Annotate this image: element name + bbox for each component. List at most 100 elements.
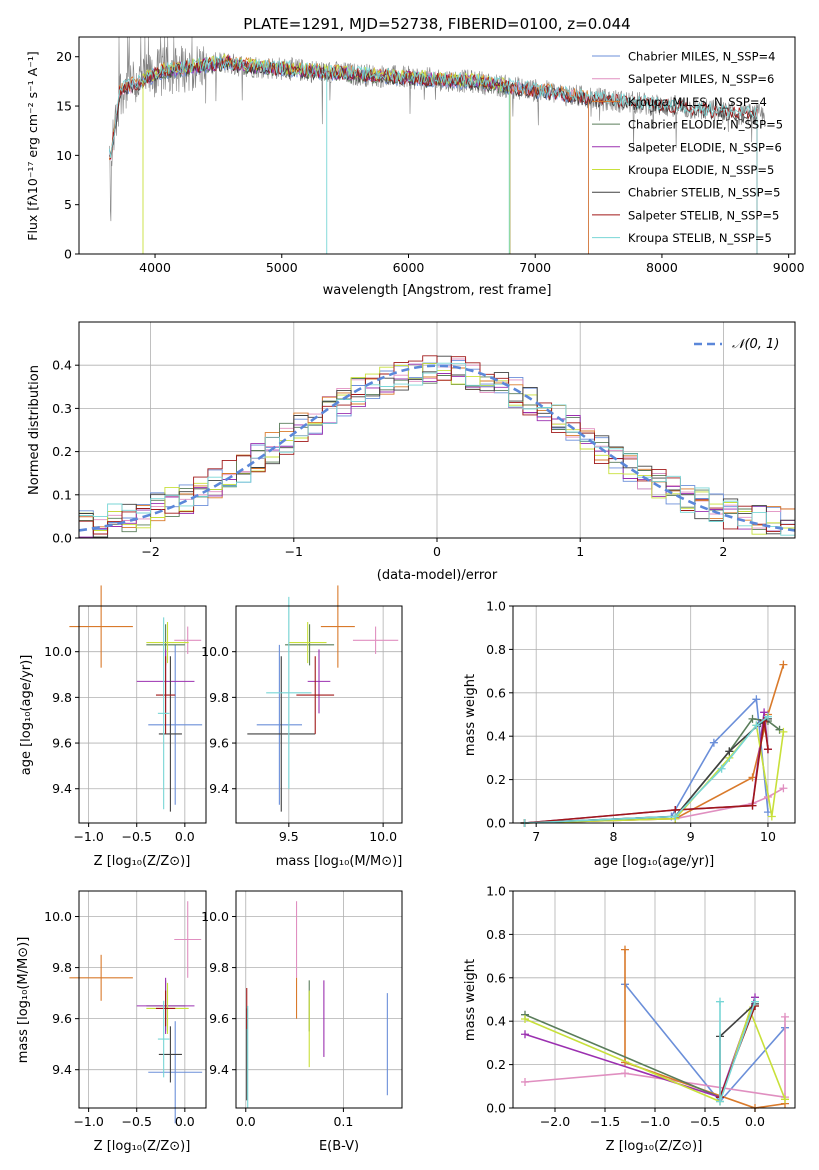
residuals-ylabel: Normed distribution — [27, 365, 42, 495]
ageM-ytick-label: 10.0 — [201, 644, 229, 659]
wZ-weight-marker — [521, 1030, 529, 1039]
spectrum-legend-label: Kroupa MILES, N_SSP=4 — [628, 95, 767, 109]
residuals-legend: 𝒩(0, 1) — [694, 337, 779, 352]
massE-axes-frame — [235, 890, 403, 1109]
spectrum-legend: Chabrier MILES, N_SSP=4 Salpeter MILES, N… — [592, 50, 783, 245]
ageM-ytick-label: 9.6 — [209, 736, 229, 751]
mass-vs-metallicity-xlabel: Z [log₁₀(Z/Z⊙)] — [94, 1139, 191, 1154]
massZ-axes-frame — [78, 890, 207, 1109]
wAge-axes-frame — [512, 605, 796, 824]
spectrum-legend-label: Kroupa STELIB, N_SSP=5 — [628, 231, 772, 245]
wZ-xtick-label: −1.0 — [640, 1114, 670, 1129]
residuals-xtick-label: 0 — [433, 544, 441, 559]
mass-vs-metallicity-errorbars — [69, 901, 203, 1124]
spectrum-xtick-label: 4000 — [139, 260, 171, 275]
spectrum-xtick-label: 7000 — [519, 260, 551, 275]
spectrum-legend-label: Kroupa ELODIE, N_SSP=5 — [628, 163, 774, 177]
ageM-xtick-label: 9.5 — [279, 829, 299, 844]
residuals-xtick-label: 2 — [719, 544, 727, 559]
residuals-ytick-label: 0.4 — [52, 358, 72, 373]
ageZ-ytick-label: 9.4 — [52, 781, 72, 796]
wZ-weight-marker — [621, 945, 629, 954]
wZ-weight-line — [524, 1016, 786, 1099]
wZ-xtick-label: 0.0 — [745, 1114, 765, 1129]
wZ-xtick-label: −2.0 — [540, 1114, 570, 1129]
residuals-ytick-label: 0.0 — [52, 531, 72, 546]
wAge-weight-marker — [671, 812, 680, 821]
massE-ytick-label: 10.0 — [201, 909, 229, 924]
massZ-ytick-label: 10.0 — [44, 909, 72, 924]
residuals-panel: −2 −1 0 1 2 0.0 0.1 0.2 0.3 0.4 𝒩(0, 1) (data-mod… — [27, 321, 796, 583]
mass-vs-metallicity-ylabel: mass [log₁₀(M/M⊙)] — [16, 937, 31, 1064]
age-vs-metallicity-ylabel: age [log₁₀(age/yr)] — [19, 655, 34, 776]
spectrum-legend-label: Salpeter ELODIE, N_SSP=6 — [628, 140, 782, 154]
wAge-ytick-label: 1.0 — [486, 599, 506, 614]
age-vs-mass-errorbars — [247, 585, 399, 812]
spectrum-title: PLATE=1291, MJD=52738, FIBERID=0100, z=0… — [243, 15, 630, 33]
ageM-xtick-label: 10.0 — [369, 829, 397, 844]
spectrum-legend-label: Salpeter STELIB, N_SSP=5 — [628, 208, 779, 222]
wAge-weight-marker — [717, 764, 726, 773]
residuals-ytick-label: 0.3 — [52, 401, 72, 416]
wAge-weight-marker — [760, 708, 769, 717]
wAge-xtick-label: 9 — [687, 829, 695, 844]
wAge-weight-marker — [763, 745, 772, 754]
ageM-axes-frame — [235, 605, 403, 824]
wAge-ytick-label: 0.8 — [486, 642, 506, 657]
massZ-xtick-label: 0.0 — [175, 1114, 195, 1129]
wZ-weight-marker — [781, 1012, 789, 1021]
massZ-ytick-label: 9.8 — [52, 960, 72, 975]
age-vs-metallicity-panel: −1.0 −0.5 0.0 9.4 9.6 9.8 10.0 Z [log₁₀(Z/Z⊙)]… — [19, 585, 207, 869]
weight-vs-age-lines — [520, 660, 788, 827]
wAge-weight-marker — [748, 714, 757, 723]
age-vs-metallicity-xlabel: Z [log₁₀(Z/Z⊙)] — [94, 854, 191, 869]
wAge-ytick-label: 0.4 — [486, 729, 506, 744]
age-vs-metallicity-errorbars — [69, 585, 203, 812]
ageZ-ytick-label: 9.6 — [52, 736, 72, 751]
spectrum-xtick-label: 8000 — [646, 260, 678, 275]
age-vs-mass-xlabel: mass [log₁₀(M/M⊙)] — [276, 854, 403, 869]
ageZ-xtick-label: −0.5 — [122, 829, 152, 844]
wZ-weight-marker — [521, 1015, 529, 1024]
wAge-weight-marker — [779, 784, 788, 793]
weight-vs-metallicity-ylabel: mass weight — [463, 959, 478, 1041]
ageZ-xtick-label: −1.0 — [73, 829, 103, 844]
residuals-xtick-label: −2 — [141, 544, 159, 559]
spectrum-ytick-label: 20 — [56, 49, 72, 64]
massE-ytick-label: 9.8 — [209, 960, 229, 975]
ageM-ytick-label: 9.8 — [209, 690, 229, 705]
residuals-xtick-label: 1 — [576, 544, 584, 559]
wZ-ytick-label: 1.0 — [486, 884, 506, 899]
wZ-weight-marker — [621, 1069, 629, 1078]
spectrum-xtick-label: 6000 — [393, 260, 425, 275]
weight-vs-metallicity-lines — [521, 945, 789, 1112]
massZ-xtick-label: −0.5 — [122, 1114, 152, 1129]
massZ-ytick-label: 9.4 — [52, 1062, 72, 1077]
wAge-weight-marker — [748, 773, 757, 782]
model-spectrum-line — [109, 55, 758, 254]
wAge-weight-marker — [752, 721, 761, 730]
weight-vs-metallicity-xlabel: Z [log₁₀(Z/Z⊙)] — [606, 1139, 703, 1154]
spectrum-legend-label: Chabrier ELODIE, N_SSP=5 — [628, 118, 783, 132]
wZ-weight-marker — [716, 1097, 724, 1106]
massE-ytick-label: 9.4 — [209, 1062, 229, 1077]
wZ-axes-frame — [512, 890, 796, 1109]
spectrum-panel: PLATE=1291, MJD=52738, FIBERID=0100, z=0… — [25, 15, 805, 298]
residuals-legend-label: 𝒩(0, 1) — [732, 337, 779, 352]
spectrum-ytick-label: 5 — [64, 197, 72, 212]
spectrum-legend-label: Chabrier STELIB, N_SSP=5 — [628, 186, 780, 200]
massE-ytick-label: 9.6 — [209, 1011, 229, 1026]
weight-vs-age-ylabel: mass weight — [463, 674, 478, 756]
mass-vs-metallicity-panel: −1.0 −0.5 0.0 9.4 9.6 9.8 10.0 Z [log₁₀(Z/Z⊙)]… — [16, 890, 207, 1154]
wZ-ytick-label: 0.4 — [486, 1014, 506, 1029]
mass-vs-ebv-errorbars — [246, 901, 388, 1108]
residuals-ytick-label: 0.1 — [52, 487, 72, 502]
weight-vs-age-panel: 7 8 9 10 0.0 0.2 0.4 0.6 0.8 1.0 age [log₁₀(age/y… — [463, 599, 796, 869]
wZ-xtick-label: −0.5 — [690, 1114, 720, 1129]
wZ-weight-marker — [716, 997, 724, 1006]
age-vs-mass-panel: 9.5 10.0 9.4 9.6 9.8 10.0 mass [log₁₀(M/M⊙)] — [201, 585, 403, 869]
wAge-ytick-label: 0.6 — [486, 685, 506, 700]
spectrum-xtick-label: 9000 — [773, 260, 805, 275]
wZ-weight-marker — [521, 1077, 529, 1086]
